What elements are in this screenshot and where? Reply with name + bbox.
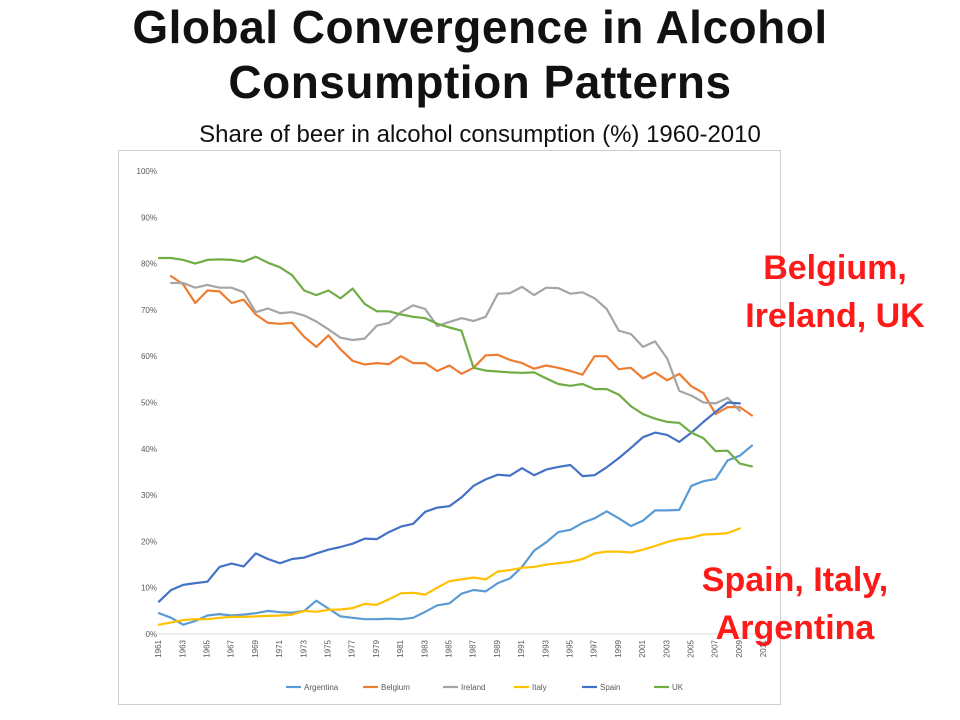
x-tick-label: 1997 [590, 639, 599, 657]
series-line-uk [157, 255, 753, 468]
x-tick-label: 1963 [178, 639, 187, 657]
series-line-spain [157, 401, 741, 603]
x-tick-label: 2005 [687, 639, 696, 657]
x-tick-label: 1961 [154, 639, 163, 657]
x-tick-label: 2011 [759, 639, 768, 657]
annotation-beer-countries: Belgium, Ireland, UK [745, 249, 925, 335]
x-tick-label: 1975 [324, 639, 333, 657]
line-chart: 0% 10% 20% 30% 40% 50% 60% 70% 80% 90% 100% 1961 196… [137, 167, 769, 692]
y-tick-label: 10% [141, 584, 157, 593]
x-tick-label: 1999 [614, 639, 623, 657]
x-tick-label: 2009 [735, 639, 744, 657]
chart-frame: 0% 10% 20% 30% 40% 50% 60% 70% 80% 90% 100% 1961 196… [118, 150, 781, 705]
x-tick-label: 2001 [638, 639, 647, 657]
y-tick-label: 90% [141, 213, 157, 222]
x-tick-label: 1991 [517, 639, 526, 657]
x-tick-label: 1989 [493, 639, 502, 657]
x-tick-label: 1979 [372, 639, 381, 657]
x-tick-label: 1993 [541, 639, 550, 657]
series-line-belgium [170, 275, 753, 417]
x-tick-label: 1965 [203, 639, 212, 657]
y-tick-label: 50% [141, 399, 157, 408]
series-line-ireland [170, 281, 741, 412]
y-tick-label: 80% [141, 260, 157, 269]
legend-label-belgium: Belgium [381, 683, 410, 692]
annotation-wine-countries: Spain, Italy, Argentina [701, 561, 889, 647]
x-tick-label: 1981 [396, 639, 405, 657]
legend-label-italy: Italy [532, 683, 547, 692]
y-tick-label: 0% [145, 630, 157, 639]
x-tick-label: 1983 [420, 639, 429, 657]
page-title: Global Convergence in Alcohol Consumptio… [132, 1, 828, 108]
x-tick-label: 1967 [227, 639, 236, 657]
x-tick-label: 2007 [711, 639, 720, 657]
series-line-argentina [157, 444, 753, 626]
legend-label-spain: Spain [600, 683, 620, 692]
y-tick-label: 20% [141, 537, 157, 546]
x-tick-label: 1995 [566, 639, 575, 657]
chart-subtitle: Share of beer in alcohol consumption (%)… [199, 121, 761, 148]
y-tick-label: 70% [141, 306, 157, 315]
x-tick-label: 1969 [251, 639, 260, 657]
legend-label-ireland: Ireland [461, 683, 485, 692]
series-line-italy [157, 527, 741, 626]
x-tick-label: 1987 [469, 639, 478, 657]
y-tick-label: 100% [137, 167, 157, 176]
x-tick-label: 1973 [299, 639, 308, 657]
legend-label-uk: UK [672, 683, 684, 692]
x-tick-label: 2003 [662, 639, 671, 657]
y-tick-label: 40% [141, 445, 157, 454]
x-tick-label: 1971 [275, 639, 284, 657]
x-tick-label: 1985 [445, 639, 454, 657]
y-tick-label: 30% [141, 491, 157, 500]
x-tick-label: 1977 [348, 639, 357, 657]
y-tick-label: 60% [141, 352, 157, 361]
legend-label-argentina: Argentina [304, 683, 339, 692]
